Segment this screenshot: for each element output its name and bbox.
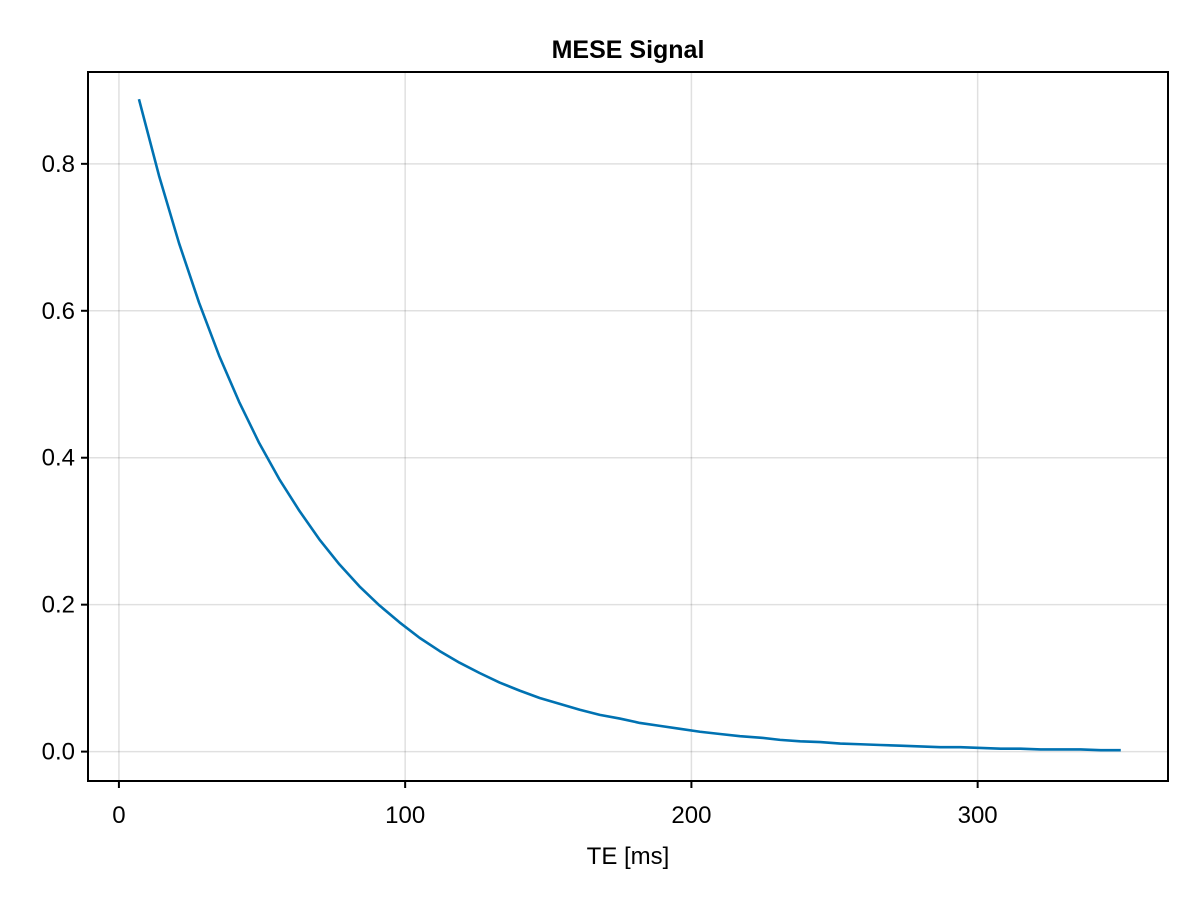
x-tick-label: 100 — [385, 802, 425, 829]
plot-frame — [87, 71, 1169, 782]
y-tick-label: 0.2 — [42, 592, 75, 619]
y-tick-label: 0.6 — [42, 298, 75, 325]
x-tick-label: 0 — [112, 802, 125, 829]
series-line — [137, 98, 1121, 752]
y-tick-label: 0.8 — [42, 151, 75, 178]
chart-title: MESE Signal — [552, 36, 705, 64]
plot-series — [137, 98, 1121, 752]
x-axis: 0 100 200 300 — [112, 781, 998, 829]
y-tick-label: 0.4 — [42, 445, 75, 472]
x-tick-label: 300 — [958, 802, 998, 829]
x-axis-label: TE [ms] — [587, 843, 670, 870]
y-axis: 0.0 0.2 0.4 0.6 0.8 — [42, 151, 88, 766]
x-tick-label: 200 — [671, 802, 711, 829]
y-tick-label: 0.0 — [42, 739, 75, 766]
